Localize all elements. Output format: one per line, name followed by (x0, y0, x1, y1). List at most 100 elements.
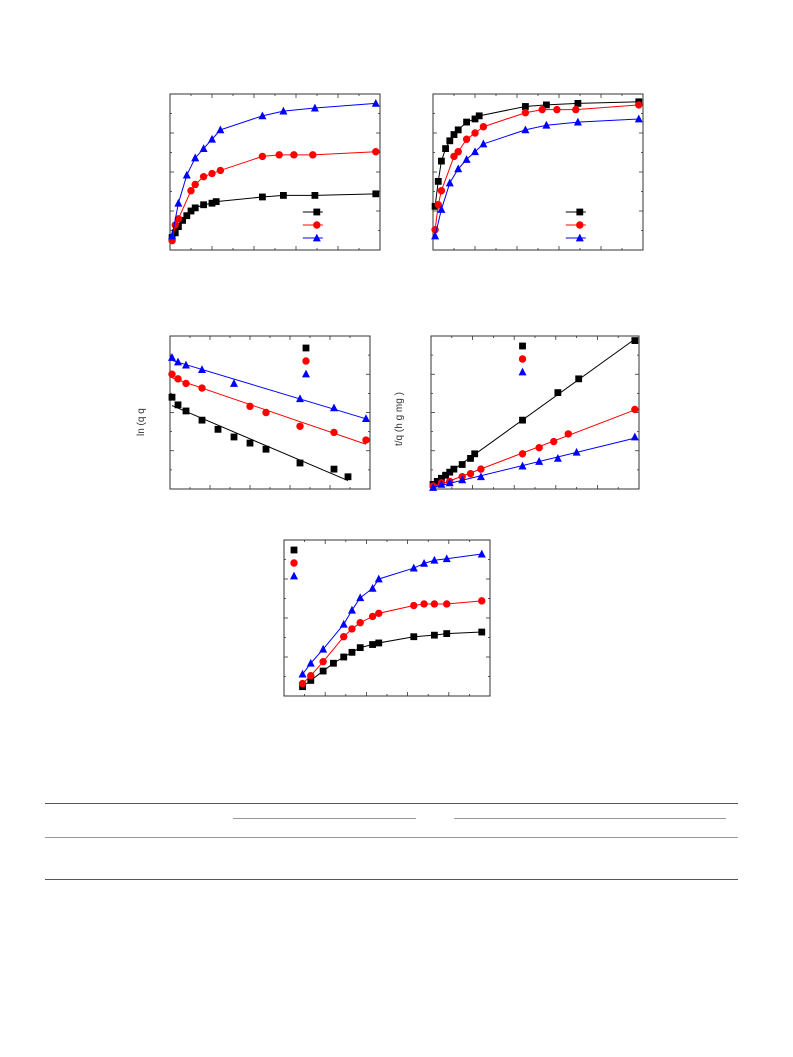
series-1-point (521, 109, 530, 117)
series-2-point (454, 164, 463, 173)
series-2-point (168, 353, 176, 361)
series-0-point (433, 477, 441, 485)
series-1-point (330, 428, 338, 437)
series-0-point (344, 473, 352, 481)
series-0-point (187, 207, 195, 215)
series-0-point (200, 201, 207, 209)
series-1-point (518, 450, 527, 458)
series-1-point (437, 187, 446, 195)
series-0-point (183, 212, 191, 220)
series-0-point (519, 416, 526, 424)
series-2-point (347, 605, 356, 614)
series-0-point (330, 465, 338, 473)
series-2-point (437, 480, 446, 488)
series-1-point (216, 166, 225, 175)
legend-marker (313, 208, 321, 216)
panel-c-ylabel: ln (q q (136, 408, 147, 436)
series-0-point (348, 648, 356, 656)
legend-marker (575, 233, 584, 242)
legend-marker (302, 369, 310, 378)
series-0-point (171, 229, 179, 237)
series-1-point (454, 148, 462, 156)
series-1-point (258, 152, 267, 161)
series-0-point (543, 101, 550, 109)
series-2-point (296, 394, 304, 403)
table-header-rule (45, 837, 738, 838)
series-2-point (430, 555, 439, 564)
series-0-point (296, 459, 304, 467)
series-1-point (199, 172, 208, 181)
series-0-point (198, 416, 206, 424)
series-1-point (550, 437, 558, 446)
series-0-point (214, 425, 222, 433)
series-1-point (187, 187, 195, 195)
series-1-point (168, 370, 176, 378)
series-0-point (554, 389, 562, 397)
series-2-point (542, 120, 551, 129)
series-0-point (467, 455, 474, 462)
series-2-point (339, 619, 348, 628)
series-1-fit-line (432, 409, 636, 488)
series-1-point (553, 105, 561, 114)
series-1-point (372, 148, 380, 156)
series-2-point (445, 478, 454, 487)
series-2-point (476, 472, 485, 481)
series-1-point (538, 105, 546, 114)
series-0-point (230, 433, 238, 441)
series-1-point (368, 612, 377, 621)
series-1-point (434, 201, 442, 209)
panel-d-ylabel: t/q (h g mg ) (394, 392, 405, 446)
series-1-point (356, 618, 364, 627)
series-1-point (340, 633, 348, 641)
series-0-point (475, 112, 483, 120)
series-1-point (348, 625, 356, 633)
series-0-point (280, 192, 287, 199)
series-1-point (443, 600, 451, 608)
series-1-point (198, 384, 206, 392)
series-0-point (443, 630, 451, 637)
series-0-point (307, 677, 315, 684)
series-0-point (246, 439, 254, 447)
series-2-point (420, 559, 429, 567)
series-0-point (478, 628, 486, 636)
series-2-point (371, 98, 380, 107)
series-2-point (437, 205, 446, 213)
series-1-point (479, 123, 488, 131)
series-1-point (478, 597, 486, 605)
series-2-point (198, 365, 206, 374)
series-1-point (535, 443, 543, 452)
series-2-point (409, 563, 418, 572)
series-0-point (168, 393, 176, 401)
series-0-point (174, 401, 182, 409)
series-1-point (466, 470, 475, 478)
series-0-point (574, 99, 582, 107)
series-1-point (174, 215, 183, 223)
series-2-point (298, 669, 307, 678)
series-0-point (356, 644, 364, 652)
table-top-rule (45, 803, 738, 804)
series-2-line (302, 553, 482, 675)
series-2-point (553, 454, 562, 462)
series-0-point (438, 157, 445, 165)
series-1-point (191, 180, 199, 189)
series-2-point (174, 357, 182, 366)
series-1-point (375, 609, 383, 618)
series-0-point (311, 192, 319, 199)
plot-frame (432, 93, 644, 251)
chart-panel-b (431, 93, 644, 251)
chart-panel-a (168, 93, 381, 251)
series-0-point (434, 177, 442, 185)
series-0-point (262, 445, 270, 453)
series-2-point (319, 644, 328, 653)
series-0-point (454, 126, 462, 134)
series-2-point (356, 593, 365, 602)
series-0-fit-line (171, 405, 349, 482)
table-bottom-rule (45, 879, 738, 880)
series-0-point (450, 131, 458, 138)
series-0-point (191, 204, 199, 212)
series-0-point (575, 375, 583, 383)
legend-marker (290, 546, 298, 554)
series-0-point (259, 193, 266, 201)
series-1-point (174, 375, 182, 383)
series-2-point (310, 103, 319, 112)
